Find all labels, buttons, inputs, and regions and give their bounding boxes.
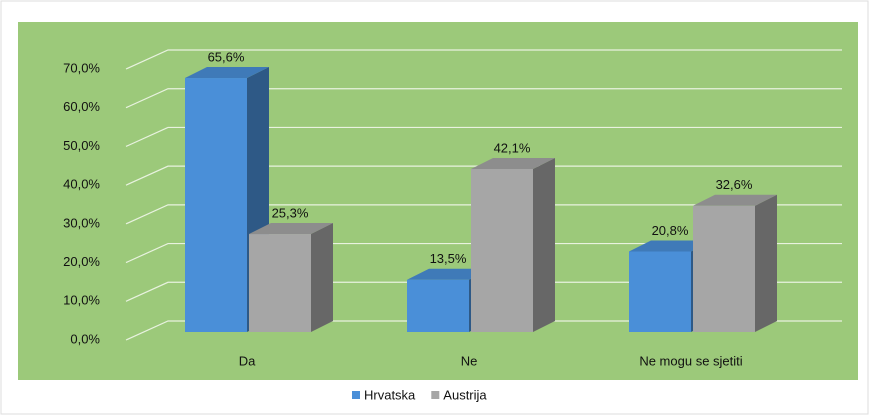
bar-top — [185, 67, 269, 79]
bar-side — [755, 194, 777, 332]
bar-front — [693, 205, 755, 332]
data-label: 65,6% — [208, 49, 245, 64]
grid-line — [125, 281, 842, 302]
grid-line — [125, 165, 842, 186]
y-tick-label: 60,0% — [63, 99, 100, 114]
bar-front — [629, 251, 691, 332]
x-tick-label: Da — [239, 353, 256, 368]
x-tick-label: Ne — [461, 353, 478, 368]
bar-front — [471, 169, 533, 332]
grid-line — [125, 49, 842, 70]
legend-swatch — [352, 391, 360, 399]
data-label: 42,1% — [494, 140, 531, 155]
bar-front — [249, 234, 311, 332]
y-tick-label: 0,0% — [70, 331, 100, 346]
legend-swatch — [431, 391, 440, 399]
y-tick-label: 10,0% — [63, 293, 100, 308]
bar-top — [407, 268, 491, 280]
legend-label: Hrvatska — [364, 387, 416, 402]
data-label: 13,5% — [430, 251, 467, 266]
bar-side — [311, 223, 333, 332]
grid-line — [125, 126, 842, 147]
grid-line — [125, 204, 842, 225]
bar-top — [693, 194, 777, 206]
grid-line — [125, 88, 842, 109]
data-label: 25,3% — [272, 205, 309, 220]
bar-top — [471, 158, 555, 170]
grid-line — [125, 242, 842, 264]
data-label: 20,8% — [652, 223, 689, 238]
legend-label: Austrija — [443, 387, 487, 402]
bar-top — [629, 240, 713, 252]
y-tick-label: 20,0% — [63, 254, 100, 269]
bar-side — [533, 158, 555, 332]
y-tick-label: 30,0% — [63, 215, 100, 230]
y-tick-label: 70,0% — [63, 60, 100, 75]
bar-top — [249, 223, 333, 235]
bar — [693, 194, 777, 332]
y-tick-label: 50,0% — [63, 138, 100, 153]
bar — [471, 158, 555, 332]
data-label: 32,6% — [716, 177, 753, 192]
bar-front — [407, 279, 469, 332]
y-tick-label: 40,0% — [63, 177, 100, 192]
grid-line — [125, 320, 842, 341]
bar — [249, 223, 333, 332]
bar-front — [185, 78, 247, 332]
x-tick-label: Ne mogu se sjetiti — [639, 353, 742, 368]
